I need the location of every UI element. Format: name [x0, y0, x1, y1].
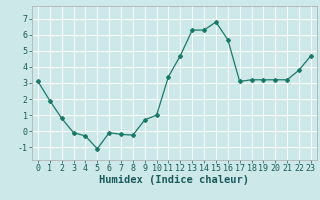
- X-axis label: Humidex (Indice chaleur): Humidex (Indice chaleur): [100, 175, 249, 185]
